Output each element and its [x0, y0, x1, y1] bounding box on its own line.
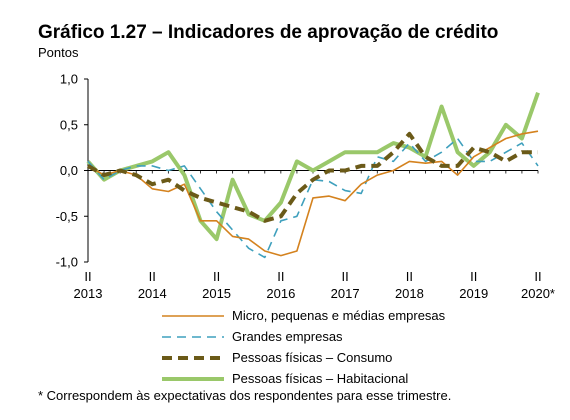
y-tick-label: 0,0	[60, 163, 78, 178]
y-tick-label: -0,5	[56, 209, 78, 224]
series-layer	[86, 92, 540, 259]
x-tick-year-label: 2016	[266, 286, 295, 300]
chart-title: Gráfico 1.27 – Indicadores de aprovação …	[38, 22, 499, 43]
x-tick-year-label: 2013	[74, 286, 103, 300]
series-line-2	[87, 131, 538, 223]
y-axis-label: Pontos	[38, 45, 79, 60]
x-tick-year-label: 2019	[459, 286, 488, 300]
legend-label-grandes: Grandes empresas	[232, 329, 343, 344]
x-tick-quarter-label: II	[277, 269, 284, 284]
x-tick-year-label: 2020*	[521, 286, 555, 300]
x-tick-year-label: 2014	[138, 286, 167, 300]
x-tick-quarter-label: II	[149, 269, 156, 284]
legend-item-habitacional: Pessoas físicas – Habitacional	[160, 368, 445, 389]
legend-swatch-consumo	[162, 355, 224, 360]
x-tick-quarter-label: II	[470, 269, 477, 284]
legend-label-habitacional: Pessoas físicas – Habitacional	[232, 371, 409, 386]
legend-label-consumo: Pessoas físicas – Consumo	[232, 350, 393, 365]
legend-swatch-habitacional	[162, 376, 224, 381]
x-tick-quarter-label: II	[534, 269, 541, 284]
legend-item-micro: Micro, pequenas e médias empresas	[160, 305, 445, 326]
y-tick-label: 1,0	[60, 72, 78, 87]
legend-swatch-grandes	[162, 335, 224, 338]
legend-swatch-micro	[162, 314, 224, 317]
x-tick-quarter-label: II	[342, 269, 349, 284]
x-tick-year-label: 2018	[395, 286, 424, 300]
x-tick-year-label: 2017	[331, 286, 360, 300]
chart-legend: Micro, pequenas e médias empresas Grande…	[160, 305, 445, 389]
legend-label-micro: Micro, pequenas e médias empresas	[232, 308, 446, 323]
series-line-0	[87, 130, 539, 257]
legend-item-grandes: Grandes empresas	[160, 326, 445, 347]
footnote: * Correspondem às expectativas dos respo…	[38, 388, 452, 403]
x-tick-year-label: 2015	[202, 286, 231, 300]
x-tick-quarter-label: II	[406, 269, 413, 284]
y-tick-label: 0,5	[60, 117, 78, 132]
legend-item-consumo: Pessoas físicas – Consumo	[160, 347, 445, 368]
series-line-3	[86, 92, 540, 242]
x-tick-quarter-label: II	[84, 269, 91, 284]
tick-labels: 1,0 0,5 0,0 -0,5 -1,0 II 2013 II 2014 II 2015 II 201…	[56, 72, 555, 301]
line-chart: 1,0 0,5 0,0 -0,5 -1,0 II 2013 II 2014 II 2015 II 201…	[56, 72, 555, 301]
y-tick-label: -1,0	[56, 255, 78, 270]
x-tick-quarter-label: II	[213, 269, 220, 284]
